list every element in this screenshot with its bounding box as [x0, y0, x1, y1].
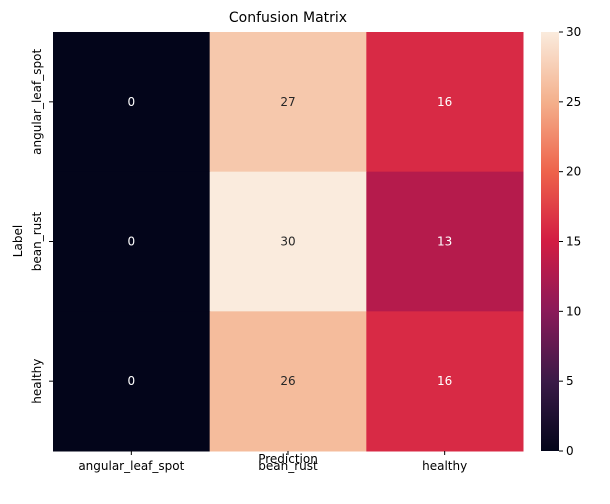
colorbar-tick-label: 10 — [566, 304, 581, 318]
x-axis-label: Prediction — [258, 452, 318, 466]
heatmap-cell — [53, 32, 211, 173]
heatmap-cell — [366, 32, 524, 173]
x-tick-label: healthy — [422, 459, 467, 473]
y-tick-label: bean_rust — [30, 211, 44, 271]
colorbar-tick-label: 15 — [566, 235, 581, 249]
heatmap-cell — [53, 311, 211, 452]
x-tick-label: angular_leaf_spot — [78, 459, 184, 473]
cell-value-label: 26 — [280, 374, 295, 388]
chart-title: Confusion Matrix — [229, 10, 347, 26]
heatmap-cell — [53, 171, 211, 312]
colorbar-tick-label: 25 — [566, 95, 581, 109]
cell-value-label: 16 — [437, 95, 452, 109]
cell-value-label: 16 — [437, 374, 452, 388]
heatmap-cell — [209, 32, 367, 173]
y-axis-label: Label — [11, 225, 25, 257]
colorbar-tick-label: 30 — [566, 25, 581, 39]
colorbar — [541, 32, 559, 451]
colorbar-tick-label: 20 — [566, 165, 581, 179]
cell-value-label: 30 — [280, 235, 295, 249]
x-axis-ticks: angular_leaf_spot bean_rust healthy — [78, 451, 467, 473]
cell-value-label: 0 — [128, 235, 136, 249]
y-tick-label: healthy — [30, 359, 44, 404]
heatmap-cell — [209, 311, 367, 452]
heatmap-cell — [366, 311, 524, 452]
heatmap-cell — [209, 171, 367, 312]
cell-value-label: 27 — [280, 95, 295, 109]
cell-value-label: 0 — [128, 95, 136, 109]
cell-value-labels: 0 27 16 0 30 13 0 26 16 — [128, 95, 453, 388]
heatmap-cell — [366, 171, 524, 312]
cell-value-label: 0 — [128, 374, 136, 388]
heatmap-cells — [53, 32, 524, 452]
colorbar-tick-label: 5 — [566, 374, 574, 388]
x-tick-label: bean_rust — [258, 459, 318, 473]
colorbar-tick-label: 0 — [566, 444, 574, 458]
y-tick-label: angular_leaf_spot — [30, 49, 44, 155]
colorbar-ticks: 0 5 10 15 20 25 30 — [559, 25, 581, 458]
cell-value-label: 13 — [437, 235, 452, 249]
